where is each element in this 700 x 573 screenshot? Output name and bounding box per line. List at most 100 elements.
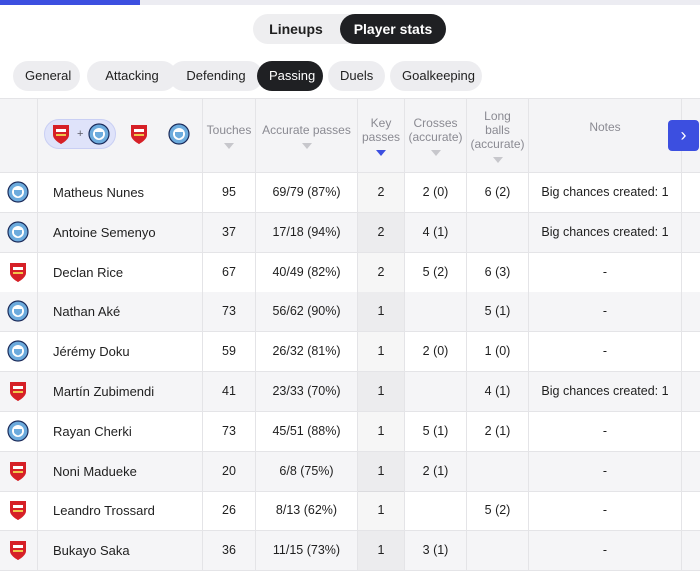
- overflow-cell: [682, 173, 700, 212]
- table-row[interactable]: Matheus Nunes 95 69/79 (87%) 2 2 (0) 6 (2) Big…: [0, 173, 700, 213]
- cell-crosses: 5 (1): [405, 411, 467, 451]
- team-badge-cell: [0, 411, 38, 451]
- cell-notes: -: [529, 292, 682, 332]
- team-filter-both[interactable]: +: [44, 119, 116, 149]
- cell-accurate-passes: 40/49 (82%): [256, 252, 358, 292]
- cell-long-balls: 1 (0): [467, 332, 529, 372]
- cell-long-balls: [467, 531, 529, 571]
- mancity-filter-icon[interactable]: [168, 123, 190, 145]
- table-row[interactable]: Martín Zubimendi 41 23/33 (70%) 1 4 (1) Big c…: [0, 372, 700, 412]
- cell-long-balls: [467, 451, 529, 491]
- player-name[interactable]: Leandro Trossard: [38, 491, 203, 531]
- cell-notes: Big chances created: 1: [529, 372, 682, 411]
- arsenal-crest-icon: [10, 262, 26, 282]
- cell-key-passes: 1: [358, 372, 405, 411]
- cell-key-passes: 1: [358, 292, 405, 332]
- table-row[interactable]: Declan Rice 67 40/49 (82%) 2 5 (2) 6 (3) -: [0, 252, 700, 293]
- overflow-cell: [682, 332, 700, 371]
- cell-notes: Big chances created: 1: [529, 212, 682, 252]
- filter-goalkeeping[interactable]: Goalkeeping: [390, 61, 482, 91]
- arsenal-crest-icon: [10, 382, 26, 401]
- filter-passing[interactable]: Passing: [257, 61, 323, 91]
- sort-arrow-icon: [301, 143, 312, 149]
- overflow-cell: [682, 213, 700, 252]
- cell-accurate-passes: 11/15 (73%): [256, 531, 358, 571]
- cell-key-passes: 2: [358, 252, 405, 292]
- cell-long-balls: [467, 212, 529, 252]
- player-name[interactable]: Rayan Cherki: [38, 411, 203, 451]
- overflow-cell: [682, 292, 700, 331]
- header-badge-col: [0, 99, 38, 173]
- header-touches[interactable]: Touches: [203, 99, 256, 173]
- player-name[interactable]: Declan Rice: [38, 252, 203, 292]
- table-row[interactable]: Noni Madueke 20 6/8 (75%) 1 2 (1) -: [0, 451, 700, 492]
- cell-accurate-passes: 69/79 (87%): [256, 173, 358, 212]
- cell-touches: 59: [203, 332, 256, 372]
- cell-touches: 41: [203, 372, 256, 411]
- overflow-cell: [682, 412, 700, 451]
- team-badge-cell: [0, 531, 38, 571]
- cell-long-balls: 4 (1): [467, 372, 529, 411]
- cell-crosses: 2 (0): [405, 332, 467, 372]
- team-badge-cell: [0, 451, 38, 491]
- next-columns-button[interactable]: ›: [668, 120, 699, 151]
- overflow-cell: [682, 452, 700, 491]
- header-long-balls[interactable]: Long balls (accurate): [467, 99, 529, 173]
- team-badge-cell: [0, 332, 38, 372]
- filter-general[interactable]: General: [13, 61, 80, 91]
- player-name[interactable]: Nathan Aké: [38, 292, 203, 332]
- player-name[interactable]: Jérémy Doku: [38, 332, 203, 372]
- cell-notes: -: [529, 411, 682, 451]
- cell-accurate-passes: 8/13 (62%): [256, 491, 358, 531]
- header-accurate-passes[interactable]: Accurate passes: [256, 99, 358, 173]
- header-long-balls-label: Long balls (accurate): [470, 109, 525, 151]
- plus-sign: +: [77, 128, 84, 140]
- overflow-cell: [682, 531, 700, 570]
- cell-accurate-passes: 26/32 (81%): [256, 332, 358, 372]
- arsenal-crest-icon: [10, 461, 26, 481]
- header-key-passes[interactable]: Key passes: [358, 99, 405, 173]
- table-row[interactable]: Leandro Trossard 26 8/13 (62%) 1 5 (2) -: [0, 491, 700, 532]
- cell-long-balls: 6 (2): [467, 173, 529, 212]
- tab-lineups[interactable]: Lineups: [269, 21, 323, 37]
- table-row[interactable]: Jérémy Doku 59 26/32 (81%) 1 2 (0) 1 (0) -: [0, 332, 700, 373]
- tab-player-stats[interactable]: Player stats: [340, 14, 446, 44]
- header-crosses[interactable]: Crosses (accurate): [405, 99, 467, 173]
- cell-accurate-passes: 45/51 (88%): [256, 411, 358, 451]
- team-badge-cell: [0, 372, 38, 411]
- cell-key-passes: 1: [358, 411, 405, 451]
- filter-defending[interactable]: Defending: [169, 61, 263, 91]
- cell-touches: 95: [203, 173, 256, 212]
- cell-notes: -: [529, 252, 682, 292]
- cell-key-passes: 2: [358, 173, 405, 212]
- table-row[interactable]: Rayan Cherki 73 45/51 (88%) 1 5 (1) 2 (1) -: [0, 411, 700, 452]
- player-name[interactable]: Matheus Nunes: [38, 173, 203, 212]
- sort-arrow-icon: [492, 157, 503, 163]
- table-row[interactable]: Bukayo Saka 36 11/15 (73%) 1 3 (1) -: [0, 531, 700, 572]
- cell-notes: -: [529, 451, 682, 491]
- cell-accurate-passes: 17/18 (94%): [256, 212, 358, 252]
- filter-duels[interactable]: Duels: [328, 61, 385, 91]
- cell-touches: 36: [203, 531, 256, 571]
- header-notes: Notes: [529, 99, 682, 173]
- cell-touches: 73: [203, 411, 256, 451]
- player-name[interactable]: Noni Madueke: [38, 451, 203, 491]
- cell-crosses: [405, 292, 467, 332]
- header-crosses-label: Crosses (accurate): [408, 116, 463, 144]
- mancity-crest-icon: [7, 300, 29, 322]
- team-badge-cell: [0, 252, 38, 292]
- arsenal-filter-icon[interactable]: [128, 123, 150, 145]
- table-row[interactable]: Antoine Semenyo 37 17/18 (94%) 2 4 (1) Big ch…: [0, 212, 700, 253]
- player-name[interactable]: Martín Zubimendi: [38, 372, 203, 411]
- table-row[interactable]: Nathan Aké 73 56/62 (90%) 1 5 (1) -: [0, 292, 700, 333]
- player-name[interactable]: Bukayo Saka: [38, 531, 203, 571]
- team-badge-cell: [0, 491, 38, 531]
- mancity-crest-icon: [7, 221, 29, 243]
- player-name[interactable]: Antoine Semenyo: [38, 212, 203, 252]
- mancity-crest-icon: [88, 123, 110, 145]
- cell-crosses: 5 (2): [405, 252, 467, 292]
- filter-attacking[interactable]: Attacking: [87, 61, 177, 91]
- cell-crosses: 3 (1): [405, 531, 467, 571]
- arsenal-crest-icon: [53, 125, 69, 144]
- player-stats-table: + Touches Accurate passes: [0, 98, 700, 573]
